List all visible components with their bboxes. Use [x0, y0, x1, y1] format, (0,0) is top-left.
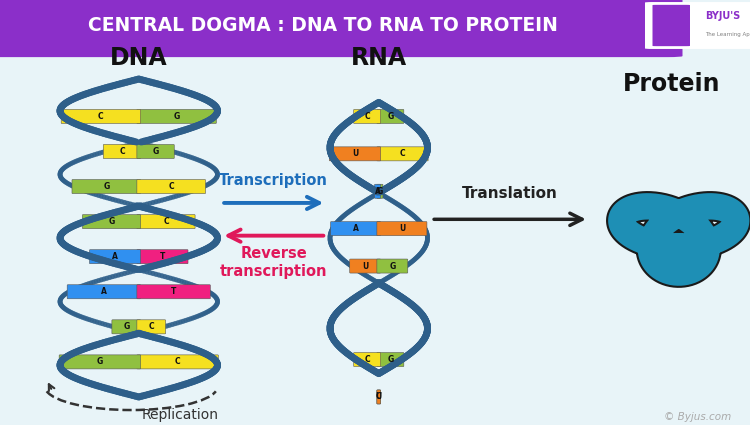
Text: Protein: Protein — [622, 72, 720, 96]
FancyBboxPatch shape — [376, 110, 404, 123]
Text: U: U — [399, 224, 405, 233]
Text: C: C — [148, 322, 154, 332]
Text: U: U — [376, 392, 382, 402]
Text: C: C — [164, 217, 169, 226]
Text: Translation: Translation — [462, 186, 558, 201]
FancyBboxPatch shape — [59, 355, 141, 369]
Text: C: C — [376, 392, 382, 402]
Text: G: G — [173, 112, 180, 121]
Text: The Learning App: The Learning App — [705, 32, 750, 37]
FancyBboxPatch shape — [376, 184, 383, 198]
Text: T: T — [160, 252, 165, 261]
Text: U: U — [352, 149, 358, 159]
FancyBboxPatch shape — [376, 353, 404, 366]
Text: DNA: DNA — [110, 46, 167, 70]
FancyBboxPatch shape — [376, 390, 380, 404]
FancyBboxPatch shape — [374, 184, 380, 198]
Text: Transcription: Transcription — [219, 173, 328, 188]
FancyBboxPatch shape — [136, 320, 166, 334]
FancyBboxPatch shape — [89, 250, 141, 264]
Text: C: C — [400, 149, 405, 159]
Text: C: C — [119, 147, 124, 156]
FancyBboxPatch shape — [652, 5, 690, 46]
FancyBboxPatch shape — [72, 180, 141, 194]
Text: U: U — [362, 261, 368, 271]
FancyBboxPatch shape — [112, 320, 141, 334]
FancyBboxPatch shape — [136, 110, 216, 123]
Text: G: G — [152, 147, 159, 156]
FancyBboxPatch shape — [376, 390, 380, 404]
Text: G: G — [97, 357, 103, 366]
FancyBboxPatch shape — [82, 215, 141, 229]
Text: C: C — [364, 112, 370, 121]
Text: Replication: Replication — [142, 408, 218, 422]
FancyBboxPatch shape — [376, 147, 428, 161]
FancyBboxPatch shape — [136, 180, 206, 194]
Text: BYJU'S: BYJU'S — [705, 11, 740, 21]
Text: G: G — [376, 187, 383, 196]
FancyBboxPatch shape — [0, 0, 682, 57]
Text: A: A — [375, 187, 380, 196]
Text: C: C — [175, 357, 181, 366]
FancyBboxPatch shape — [331, 222, 380, 235]
Text: G: G — [123, 322, 130, 332]
FancyBboxPatch shape — [329, 147, 380, 161]
Text: © Byjus.com: © Byjus.com — [664, 411, 731, 422]
Text: A: A — [112, 252, 118, 261]
FancyBboxPatch shape — [136, 355, 218, 369]
FancyBboxPatch shape — [68, 285, 141, 299]
FancyBboxPatch shape — [354, 353, 380, 366]
Text: C: C — [169, 182, 174, 191]
Text: T: T — [171, 287, 176, 296]
FancyBboxPatch shape — [136, 144, 174, 159]
FancyBboxPatch shape — [354, 110, 380, 123]
FancyBboxPatch shape — [62, 110, 141, 123]
FancyBboxPatch shape — [645, 2, 750, 49]
FancyBboxPatch shape — [136, 285, 210, 299]
Text: RNA: RNA — [351, 46, 406, 70]
Text: G: G — [387, 355, 394, 364]
Text: C: C — [98, 112, 104, 121]
FancyBboxPatch shape — [350, 259, 380, 273]
FancyBboxPatch shape — [136, 215, 195, 229]
Text: A: A — [352, 224, 358, 233]
FancyBboxPatch shape — [376, 259, 408, 273]
Text: G: G — [387, 112, 394, 121]
Text: CENTRAL DOGMA : DNA TO RNA TO PROTEIN: CENTRAL DOGMA : DNA TO RNA TO PROTEIN — [88, 16, 557, 35]
FancyBboxPatch shape — [104, 144, 141, 159]
Text: G: G — [104, 182, 110, 191]
Text: G: G — [389, 261, 395, 271]
FancyBboxPatch shape — [376, 222, 427, 235]
Text: C: C — [364, 355, 370, 364]
FancyBboxPatch shape — [136, 250, 188, 264]
Text: G: G — [109, 217, 115, 226]
Text: Reverse
transcription: Reverse transcription — [220, 246, 328, 278]
Text: A: A — [101, 287, 106, 296]
